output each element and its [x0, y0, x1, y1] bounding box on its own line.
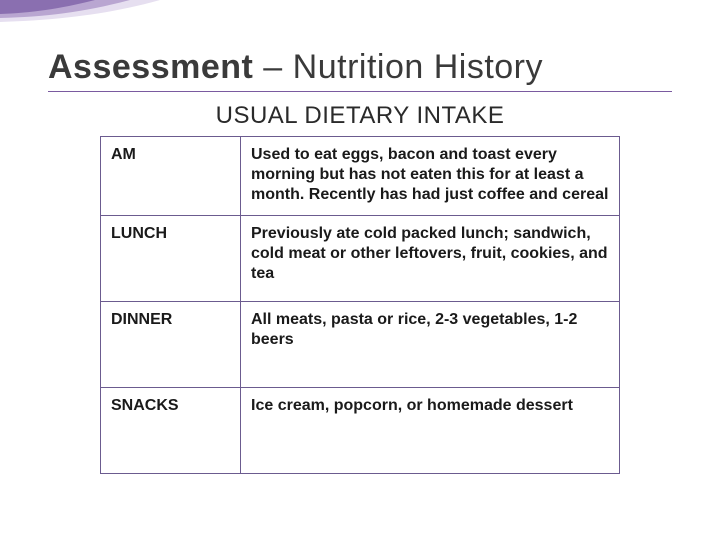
- title-light: Nutrition History: [293, 48, 543, 86]
- slide-title: Assessment – Nutrition History: [48, 48, 672, 92]
- meal-description: Previously ate cold packed lunch; sandwi…: [241, 216, 620, 302]
- meal-description: Ice cream, popcorn, or homemade dessert: [241, 388, 620, 474]
- table-row: LUNCH Previously ate cold packed lunch; …: [101, 216, 620, 302]
- slide-subtitle: USUAL DIETARY INTAKE: [48, 102, 672, 130]
- title-bold: Assessment: [48, 48, 253, 86]
- meal-label: SNACKS: [101, 388, 241, 474]
- meal-label: LUNCH: [101, 216, 241, 302]
- dietary-intake-table: AM Used to eat eggs, bacon and toast eve…: [100, 136, 620, 474]
- table-row: AM Used to eat eggs, bacon and toast eve…: [101, 137, 620, 216]
- meal-description: Used to eat eggs, bacon and toast every …: [241, 137, 620, 216]
- table-row: SNACKS Ice cream, popcorn, or homemade d…: [101, 388, 620, 474]
- meal-description: All meats, pasta or rice, 2-3 vegetables…: [241, 302, 620, 388]
- meal-label: DINNER: [101, 302, 241, 388]
- title-dash: –: [253, 48, 292, 86]
- table-row: DINNER All meats, pasta or rice, 2-3 veg…: [101, 302, 620, 388]
- meal-label: AM: [101, 137, 241, 216]
